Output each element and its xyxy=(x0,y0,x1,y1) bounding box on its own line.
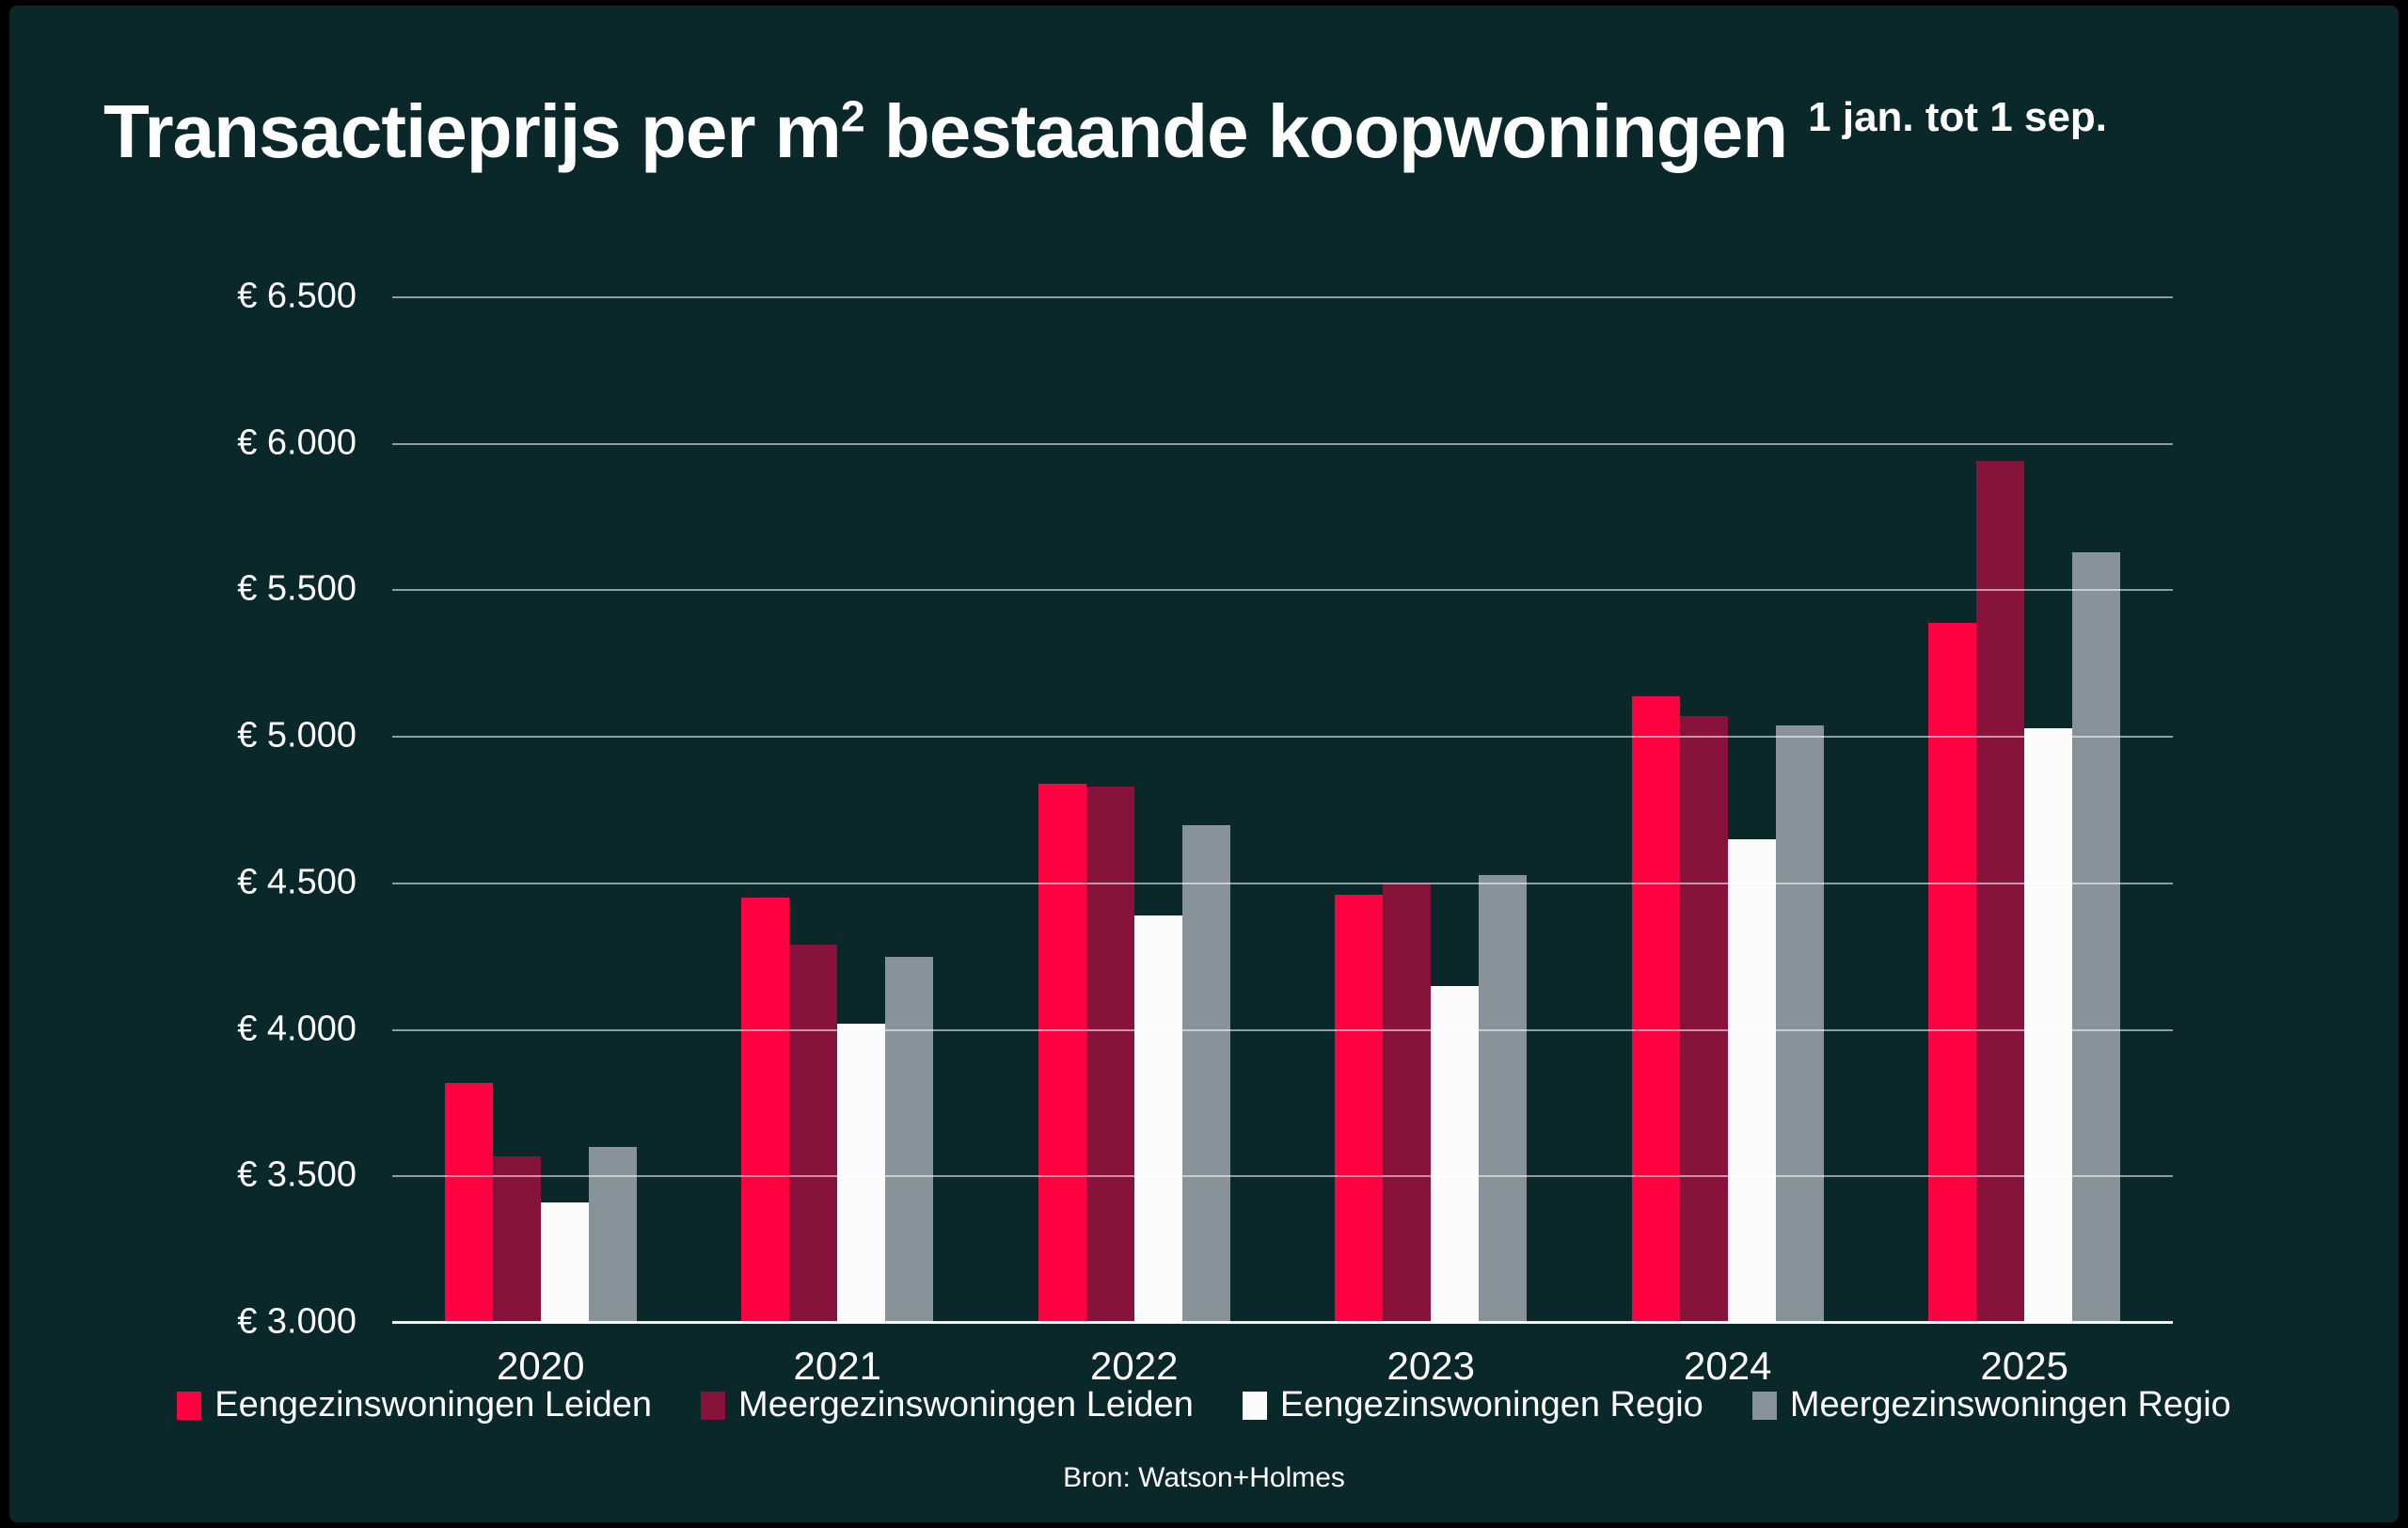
y-axis-tick-label: € 3.000 xyxy=(237,1301,356,1342)
y-axis-tick-label: € 6.500 xyxy=(237,276,356,316)
legend-label: Eengezinswoningen Leiden xyxy=(214,1385,653,1425)
legend-label: Meergezinswoningen Regio xyxy=(1789,1385,2231,1425)
chart-title-text: Transactieprijs per m xyxy=(103,89,842,173)
legend-item-meergezinswoningen-regio: Meergezinswoningen Regio xyxy=(1751,1385,2231,1425)
bar-eengezinswoningen-leiden-2023 xyxy=(1335,895,1384,1323)
bar-eengezinswoningen-regio-2023 xyxy=(1431,985,1480,1323)
x-axis-tick-label-2024: 2024 xyxy=(1684,1344,1772,1388)
y-axis-tick-label: € 4.500 xyxy=(237,862,356,902)
y-axis-tick-label: € 5.000 xyxy=(237,715,356,756)
y-gridline: € 3.500 xyxy=(237,1155,2173,1195)
bar-eengezinswoningen-regio-2021 xyxy=(837,1024,886,1323)
y-gridline: € 6.500 xyxy=(237,277,2173,316)
legend-label: Eengezinswoningen Regio xyxy=(1279,1385,1703,1425)
chart-title-period: 1 jan. tot 1 sep. xyxy=(1808,94,2108,141)
y-axis-tick-label: € 3.500 xyxy=(237,1154,356,1195)
y-axis-tick-label: € 6.000 xyxy=(237,422,356,463)
legend-item-meergezinswoningen-leiden: Meergezinswoningen Leiden xyxy=(701,1385,1194,1425)
bar-eengezinswoningen-leiden-2024 xyxy=(1631,695,1680,1323)
bar-meergezinswoningen-leiden-2021 xyxy=(789,945,838,1323)
bar-meergezinswoningen-leiden-2024 xyxy=(1679,716,1728,1323)
chart-title: Transactieprijs per m2 bestaande koopwon… xyxy=(103,88,2107,175)
plot-area: € 3.000 € 3.500 € 4.000 € 4.500 € 5.000 € 5.5… xyxy=(237,277,2173,1388)
legend-item-eengezinswoningen-regio: Eengezinswoningen Regio xyxy=(1242,1385,1703,1425)
legend-swatch-icon xyxy=(177,1391,202,1420)
legend-swatch-icon xyxy=(701,1391,726,1420)
bar-eengezinswoningen-regio-2020 xyxy=(540,1202,589,1323)
source-note: Bron: Watson+Holmes xyxy=(1063,1462,1345,1493)
bar-eengezinswoningen-leiden-2025 xyxy=(1928,622,1977,1323)
x-axis-tick-label-2020: 2020 xyxy=(497,1344,585,1388)
legend-swatch-icon xyxy=(1751,1391,1777,1420)
x-axis-tick-label-2021: 2021 xyxy=(793,1344,881,1388)
y-gridline: € 5.000 xyxy=(237,716,2173,756)
bar-eengezinswoningen-regio-2022 xyxy=(1133,915,1182,1323)
legend-swatch-icon xyxy=(1242,1391,1267,1420)
bar-meergezinswoningen-regio-2022 xyxy=(1181,824,1230,1323)
x-axis-line xyxy=(392,1321,2173,1324)
y-axis-tick-label: € 4.000 xyxy=(237,1009,356,1049)
chart-title-text-suffix: bestaande koopwoningen xyxy=(863,89,1788,173)
y-gridline: € 6.000 xyxy=(237,422,2173,462)
y-gridline: € 5.500 xyxy=(237,569,2173,609)
y-gridline: € 4.000 xyxy=(237,1009,2173,1048)
bar-meergezinswoningen-regio-2025 xyxy=(2072,551,2121,1323)
y-axis-tick-label: € 5.500 xyxy=(237,568,356,609)
bar-meergezinswoningen-regio-2023 xyxy=(1479,874,1528,1323)
bar-meergezinswoningen-leiden-2025 xyxy=(1976,461,2025,1323)
bar-meergezinswoningen-leiden-2023 xyxy=(1383,883,1432,1323)
x-axis-tick-label-2022: 2022 xyxy=(1090,1344,1179,1388)
bar-meergezinswoningen-leiden-2022 xyxy=(1085,787,1134,1323)
x-axis-tick-label-2025: 2025 xyxy=(1980,1344,2068,1388)
y-gridline: € 4.500 xyxy=(237,862,2173,901)
bar-eengezinswoningen-leiden-2022 xyxy=(1038,783,1086,1323)
bar-meergezinswoningen-regio-2020 xyxy=(588,1147,637,1323)
bar-meergezinswoningen-regio-2024 xyxy=(1775,724,1824,1323)
bar-eengezinswoningen-leiden-2021 xyxy=(741,898,790,1323)
legend-item-eengezinswoningen-leiden: Eengezinswoningen Leiden xyxy=(177,1385,652,1425)
legend-label: Meergezinswoningen Leiden xyxy=(738,1385,1194,1425)
bar-meergezinswoningen-regio-2021 xyxy=(885,956,934,1323)
chart-card: Transactieprijs per m2 bestaande koopwon… xyxy=(9,6,2399,1522)
bar-eengezinswoningen-regio-2024 xyxy=(1727,839,1776,1323)
bar-eengezinswoningen-regio-2025 xyxy=(2024,727,2073,1323)
legend: Eengezinswoningen Leiden Meergezinswoning… xyxy=(9,1385,2399,1425)
x-axis-tick-label-2023: 2023 xyxy=(1386,1344,1475,1388)
chart-title-superscript: 2 xyxy=(840,91,865,141)
bar-eengezinswoningen-leiden-2020 xyxy=(444,1082,493,1323)
bar-meergezinswoningen-leiden-2020 xyxy=(492,1155,541,1323)
